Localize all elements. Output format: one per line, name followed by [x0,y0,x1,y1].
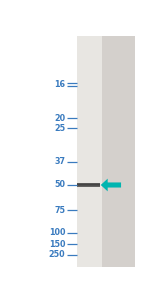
Text: 37: 37 [54,158,65,166]
Text: 150: 150 [49,240,65,249]
FancyArrow shape [101,178,121,191]
Bar [77,183,100,184]
Bar [77,36,135,267]
Text: 250: 250 [49,250,65,259]
Text: 20: 20 [54,113,65,122]
Text: 25: 25 [54,124,65,133]
Text: 50: 50 [54,181,65,190]
Bar [77,186,100,187]
Bar [77,185,100,186]
Text: 100: 100 [49,228,65,237]
Bar [77,184,100,185]
Text: 16: 16 [54,80,65,89]
Bar [77,36,102,267]
Text: 75: 75 [54,206,65,215]
